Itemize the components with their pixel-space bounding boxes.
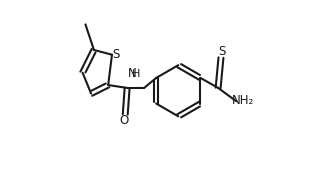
Text: S: S xyxy=(218,45,226,58)
Text: O: O xyxy=(120,114,129,127)
Text: H: H xyxy=(131,69,140,79)
Text: S: S xyxy=(113,48,120,61)
Text: NH₂: NH₂ xyxy=(232,94,254,107)
Text: N: N xyxy=(127,67,136,80)
